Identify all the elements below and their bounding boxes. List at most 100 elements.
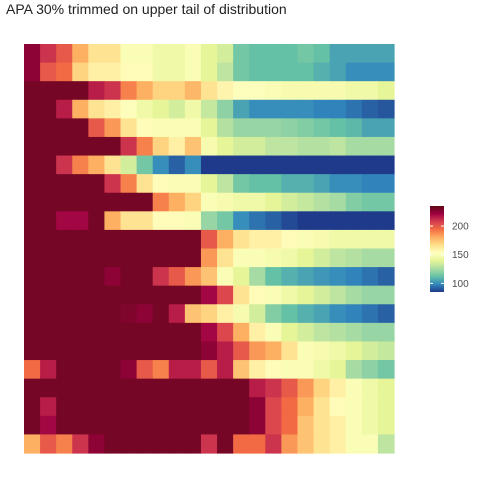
heatmap-cell — [88, 99, 106, 119]
heatmap-cell — [313, 229, 331, 250]
heatmap-cell — [377, 304, 395, 324]
heatmap-cell — [265, 267, 282, 287]
heatmap-cell — [184, 360, 202, 380]
heatmap-cell — [120, 174, 138, 194]
heatmap-cell — [377, 322, 395, 343]
heatmap-cell — [297, 378, 315, 398]
heatmap-cell — [313, 99, 331, 119]
heatmap-cell — [168, 360, 186, 380]
heatmap-cell — [88, 81, 106, 101]
heatmap-cell — [377, 192, 395, 212]
heatmap-cell — [377, 360, 395, 380]
heatmap-cell — [136, 415, 154, 436]
heatmap-cell — [40, 267, 57, 287]
heatmap-cell — [281, 322, 299, 343]
heatmap-cell — [377, 211, 395, 231]
heatmap-cell — [281, 211, 299, 231]
heatmap-cell — [265, 44, 282, 64]
heatmap-cell — [184, 248, 202, 268]
heatmap-cell — [265, 99, 282, 119]
heatmap-cell — [313, 360, 331, 380]
heatmap-cell — [24, 155, 41, 175]
heatmap-cell — [345, 267, 363, 287]
heatmap-cell — [233, 136, 250, 157]
heatmap-cell — [249, 415, 266, 436]
heatmap-cell — [72, 44, 89, 64]
heatmap-cell — [249, 248, 266, 268]
heatmap-cell — [200, 174, 218, 194]
heatmap-cell — [361, 62, 379, 82]
heatmap-cell — [40, 136, 57, 157]
heatmap-cell — [88, 304, 106, 324]
heatmap-cell — [377, 174, 395, 194]
heatmap-cell — [104, 118, 122, 138]
heatmap-cell — [281, 360, 299, 380]
heatmap-cell — [345, 378, 363, 398]
heatmap-cell — [104, 136, 122, 157]
heatmap-cell — [249, 434, 266, 454]
heatmap-cell — [184, 397, 202, 417]
heatmap-cell — [120, 415, 138, 436]
heatmap-cell — [24, 434, 41, 454]
heatmap-cell — [72, 267, 89, 287]
heatmap-cell — [200, 378, 218, 398]
heatmap-cell — [72, 229, 89, 250]
heatmap-cell — [184, 155, 202, 175]
heatmap-cell — [377, 285, 395, 305]
heatmap-cell — [265, 322, 282, 343]
heatmap-cell — [24, 44, 41, 64]
heatmap-cell — [72, 118, 89, 138]
heatmap-cell — [40, 62, 57, 82]
heatmap-cell — [120, 211, 138, 231]
chart-title: APA 30% trimmed on upper tail of distrib… — [6, 1, 287, 17]
heatmap-cell — [361, 174, 379, 194]
heatmap-cell — [40, 248, 57, 268]
heatmap-cell — [217, 62, 234, 82]
heatmap-cell — [233, 118, 250, 138]
heatmap-cell — [217, 44, 234, 64]
heatmap-cell — [152, 44, 170, 64]
heatmap-cell — [120, 360, 138, 380]
heatmap-cell — [152, 211, 170, 231]
heatmap-cell — [233, 415, 250, 436]
heatmap-cell — [345, 155, 363, 175]
heatmap-cell — [345, 248, 363, 268]
heatmap-cell — [40, 378, 57, 398]
heatmap-cell — [56, 44, 73, 64]
heatmap-cell — [361, 211, 379, 231]
heatmap-cell — [297, 44, 315, 64]
heatmap-cell — [313, 397, 331, 417]
heatmap-cell — [345, 62, 363, 82]
heatmap-cell — [88, 44, 106, 64]
heatmap-cell — [345, 360, 363, 380]
heatmap-cell — [136, 267, 154, 287]
heatmap-cell — [168, 267, 186, 287]
heatmap-cell — [281, 229, 299, 250]
heatmap-cell — [104, 397, 122, 417]
heatmap-cell — [297, 248, 315, 268]
heatmap-cell — [233, 44, 250, 64]
heatmap-cell — [24, 285, 41, 305]
heatmap-cell — [136, 248, 154, 268]
heatmap-cell — [168, 397, 186, 417]
heatmap-cell — [281, 99, 299, 119]
heatmap-cell — [40, 81, 57, 101]
heatmap-cell — [377, 341, 395, 361]
heatmap-cell — [297, 81, 315, 101]
heatmap-cell — [104, 155, 122, 175]
heatmap-cell — [184, 415, 202, 436]
heatmap-cell — [329, 304, 347, 324]
heatmap-cell — [233, 322, 250, 343]
heatmap-cell — [313, 304, 331, 324]
heatmap-cell — [345, 304, 363, 324]
heatmap-cell — [152, 99, 170, 119]
heatmap-cell — [72, 192, 89, 212]
heatmap-cell — [56, 360, 73, 380]
heatmap-cell — [233, 81, 250, 101]
heatmap-cell — [88, 174, 106, 194]
heatmap-cell — [377, 62, 395, 82]
heatmap-cell — [168, 81, 186, 101]
heatmap-cell — [168, 434, 186, 454]
heatmap-cell — [136, 81, 154, 101]
heatmap-cell — [377, 155, 395, 175]
